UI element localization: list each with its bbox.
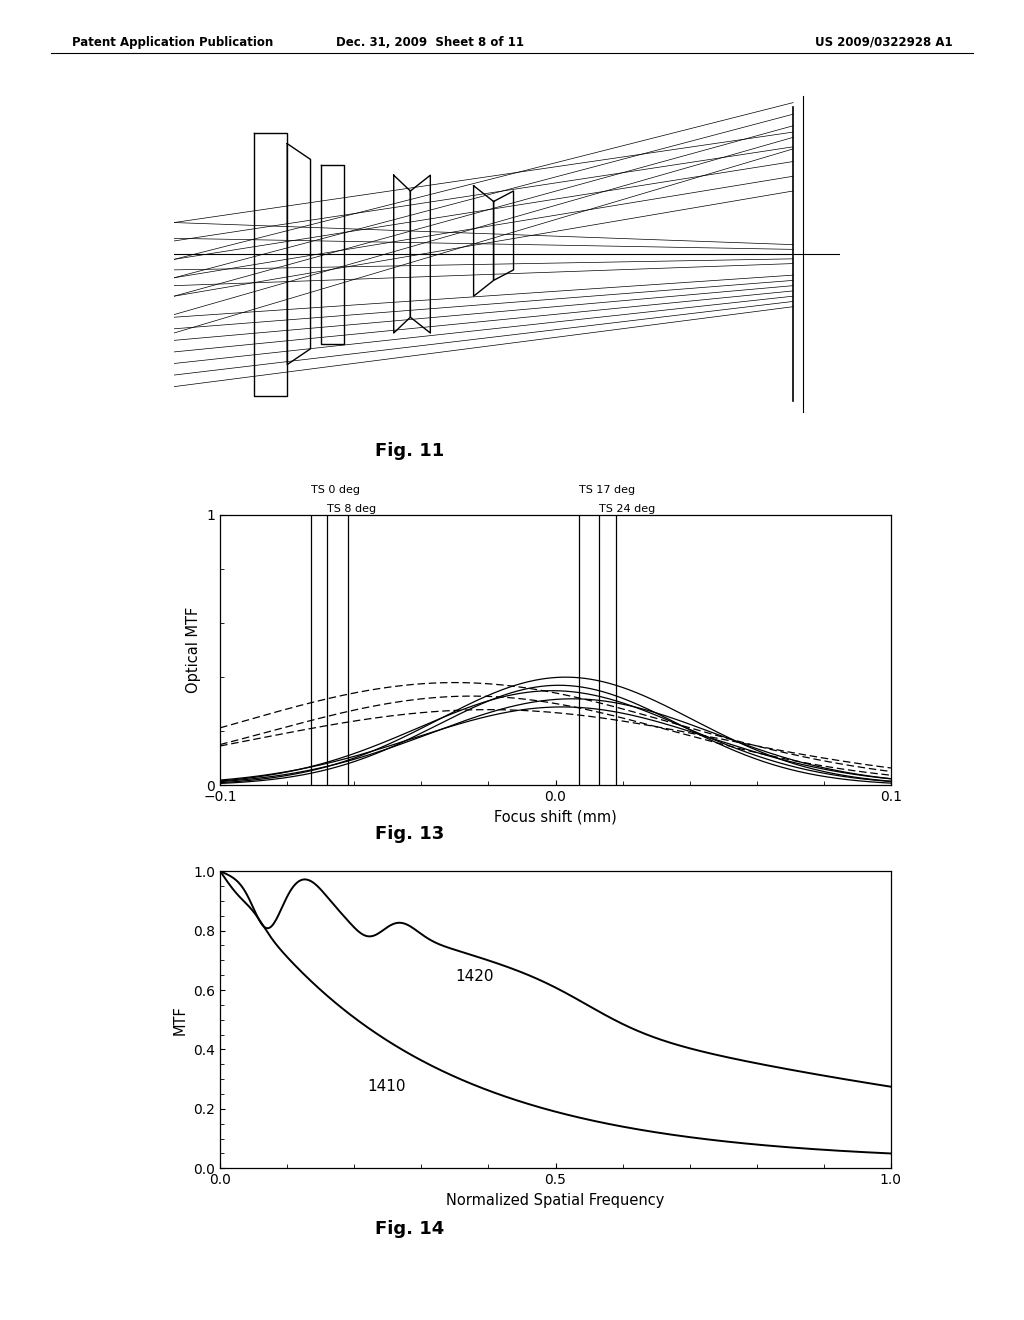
Y-axis label: MTF: MTF [173,1005,187,1035]
Text: TS 17 deg: TS 17 deg [579,486,635,495]
Text: Fig. 14: Fig. 14 [375,1220,444,1238]
Text: Fig. 13: Fig. 13 [375,825,444,843]
Text: TS 24 deg: TS 24 deg [599,504,655,513]
Y-axis label: Optical MTF: Optical MTF [186,607,201,693]
Text: Fig. 11: Fig. 11 [375,442,444,461]
Text: Patent Application Publication: Patent Application Publication [72,36,273,49]
X-axis label: Focus shift (mm): Focus shift (mm) [495,809,616,825]
Text: US 2009/0322928 A1: US 2009/0322928 A1 [815,36,952,49]
Text: 1420: 1420 [455,969,494,985]
Text: 1410: 1410 [368,1078,407,1094]
Text: Dec. 31, 2009  Sheet 8 of 11: Dec. 31, 2009 Sheet 8 of 11 [336,36,524,49]
Text: TS 8 deg: TS 8 deg [328,504,377,513]
Text: TS 0 deg: TS 0 deg [310,486,359,495]
X-axis label: Normalized Spatial Frequency: Normalized Spatial Frequency [446,1192,665,1208]
